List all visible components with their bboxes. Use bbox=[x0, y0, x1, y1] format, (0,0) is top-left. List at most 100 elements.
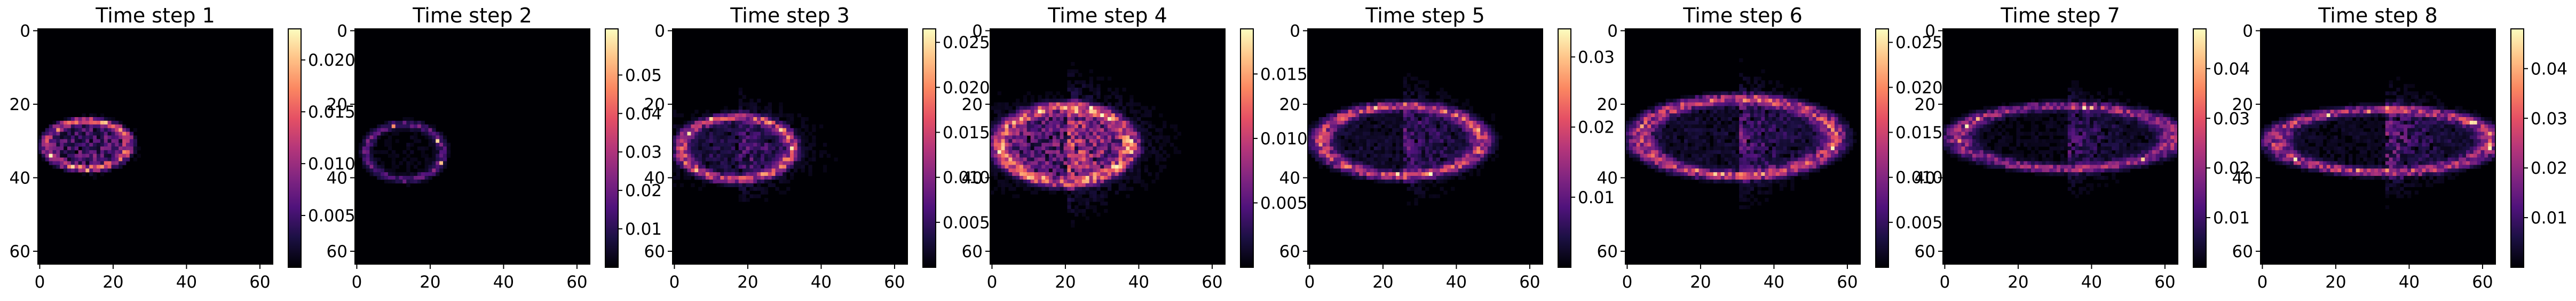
panel-title: Time step 8 bbox=[2318, 4, 2438, 27]
y-tick-label: 20 bbox=[1597, 95, 1618, 114]
colorbar-tick-label: 0.025 bbox=[943, 33, 990, 52]
colorbar: 0.01 0.02 0.03 bbox=[1558, 28, 1615, 268]
y-tick-label: 60 bbox=[962, 242, 983, 261]
y-tick-label: 60 bbox=[1279, 242, 1300, 261]
colorbar-tick-label: 0.015 bbox=[943, 124, 990, 143]
heatmap-image bbox=[990, 29, 1225, 264]
colorbar-tick-label: 0.005 bbox=[943, 213, 990, 233]
colorbar-tick-label: 0.010 bbox=[1895, 168, 1943, 188]
x-tick-label: 0 bbox=[987, 273, 998, 292]
heatmap-image bbox=[1625, 29, 1860, 264]
y-tick-label: 60 bbox=[644, 242, 665, 261]
colorbar-tick-label: 0.005 bbox=[1895, 213, 1943, 233]
y-tick-label: 40 bbox=[2232, 168, 2253, 188]
colorbar-frame bbox=[1875, 28, 1889, 268]
colorbar-tick-label: 0.03 bbox=[2213, 109, 2250, 128]
colorbar-tick-label: 0.020 bbox=[308, 51, 355, 70]
y-tick-label: 40 bbox=[327, 168, 347, 188]
colorbar-tick-label: 0.020 bbox=[1895, 78, 1943, 97]
colorbar-tick-label: 0.01 bbox=[2531, 209, 2567, 228]
colorbar-tick-label: 0.03 bbox=[2531, 109, 2567, 128]
x-tick-label: 40 bbox=[1128, 273, 1149, 292]
x-tick-label: 40 bbox=[2399, 273, 2420, 292]
x-tick-label: 20 bbox=[737, 273, 758, 292]
colorbar-tick-label: 0.010 bbox=[943, 168, 990, 188]
axes-frame bbox=[354, 28, 590, 265]
x-tick-label: 40 bbox=[811, 273, 832, 292]
heatmap-panel: Time step 5 0 20 40 60 0 20 40 60 0.01 0.02 0.03 bbox=[1279, 4, 1615, 292]
colorbar-tick-label: 0.015 bbox=[308, 103, 355, 122]
colorbar-tick-label: 0.025 bbox=[1895, 33, 1943, 52]
x-tick-label: 20 bbox=[2325, 273, 2346, 292]
x-tick-label: 0 bbox=[1940, 273, 1950, 292]
colorbar-frame bbox=[2193, 28, 2207, 268]
panel-title: Time step 4 bbox=[1047, 4, 1167, 27]
y-tick-label: 0 bbox=[972, 21, 983, 41]
colorbar-gradient bbox=[1876, 29, 1888, 267]
y-tick-label: 40 bbox=[1915, 168, 1935, 188]
y-tick-label: 40 bbox=[1597, 168, 1618, 188]
colorbar-gradient bbox=[1240, 29, 1253, 267]
colorbar-tick-label: 0.03 bbox=[625, 143, 662, 162]
y-tick-label: 20 bbox=[2232, 95, 2253, 114]
y-tick-label: 0 bbox=[1290, 21, 1300, 41]
heatmap-panel: Time step 70 20 40 6002040600.010.020.030.0… bbox=[1915, 4, 2250, 292]
x-tick-label: 40 bbox=[1446, 273, 1467, 292]
panels: Time step 10 20 40 6002040600.0050.0100.015… bbox=[10, 4, 2567, 292]
heatmap-panel: Time step 30 20 40 6002040600.0050.0100.015… bbox=[644, 4, 990, 292]
x-tick-label: 60 bbox=[566, 273, 587, 292]
panel-title: Time step 2 bbox=[412, 4, 532, 27]
heatmap-panel: Time step 80 20 40 6002040600.010.020.030.0… bbox=[2232, 4, 2567, 292]
y-tick-label: 60 bbox=[327, 242, 347, 261]
colorbar-gradient bbox=[1558, 29, 1571, 267]
x-tick-label: 60 bbox=[2154, 273, 2175, 292]
colorbar-tick-label: 0.01 bbox=[625, 220, 662, 239]
y-tick-label: 60 bbox=[1915, 242, 1935, 261]
y-tick-label: 60 bbox=[10, 242, 30, 261]
colorbar-gradient bbox=[605, 29, 618, 267]
y-tick-label: 20 bbox=[1915, 95, 1935, 114]
x-tick-label: 60 bbox=[1519, 273, 1540, 292]
x-tick-label: 0 bbox=[352, 273, 362, 292]
x-tick-label: 20 bbox=[1372, 273, 1393, 292]
colorbar: 0.005 0.010 0.015 0.020 0.025 bbox=[922, 28, 990, 268]
x-tick-label: 60 bbox=[249, 273, 270, 292]
colorbar-gradient bbox=[2511, 29, 2524, 267]
colorbar: 0.01 0.02 0.03 0.04 bbox=[2193, 28, 2250, 268]
colorbar-frame bbox=[1240, 28, 1254, 268]
x-tick-label: 40 bbox=[176, 273, 197, 292]
x-tick-label: 0 bbox=[669, 273, 680, 292]
x-tick-label: 20 bbox=[2008, 273, 2028, 292]
y-tick-label: 20 bbox=[327, 95, 347, 114]
x-tick-label: 20 bbox=[1690, 273, 1711, 292]
colorbar-frame bbox=[2510, 28, 2524, 268]
colorbar-tick-label: 0.04 bbox=[2213, 59, 2250, 79]
axes-frame bbox=[1942, 28, 2178, 265]
colorbar-tick-label: 0.02 bbox=[625, 181, 662, 200]
colorbar-tick-label: 0.02 bbox=[2531, 159, 2567, 178]
colorbar-frame bbox=[605, 28, 619, 268]
colorbar-tick-label: 0.04 bbox=[625, 104, 662, 124]
x-tick-label: 0 bbox=[35, 273, 45, 292]
y-tick-label: 40 bbox=[644, 168, 665, 188]
heatmap-image bbox=[1943, 29, 2178, 264]
y-tick-label: 60 bbox=[2232, 242, 2253, 261]
y-tick-label: 20 bbox=[644, 95, 665, 114]
axes-frame bbox=[37, 28, 273, 265]
axes-frame bbox=[1307, 28, 1543, 265]
y-tick-label: 0 bbox=[1925, 21, 1935, 41]
colorbar-tick-label: 0.03 bbox=[1578, 48, 1615, 67]
panel-title: Time step 3 bbox=[730, 4, 850, 27]
colorbar-gradient bbox=[923, 29, 936, 267]
x-tick-label: 20 bbox=[1055, 273, 1076, 292]
colorbar: 0.005 0.010 0.015 0.020 0.025 bbox=[1875, 28, 1943, 268]
colorbar-tick-label: 0.010 bbox=[1260, 129, 1308, 149]
heatmap-image bbox=[2261, 29, 2496, 264]
heatmap-image bbox=[1308, 29, 1543, 264]
colorbar-tick-label: 0.02 bbox=[2213, 159, 2250, 178]
colorbar: 0.005 0.010 0.015 bbox=[1240, 28, 1308, 268]
panel-title: Time step 5 bbox=[1365, 4, 1485, 27]
axes-frame bbox=[672, 28, 908, 265]
heatmap-image bbox=[673, 29, 907, 264]
